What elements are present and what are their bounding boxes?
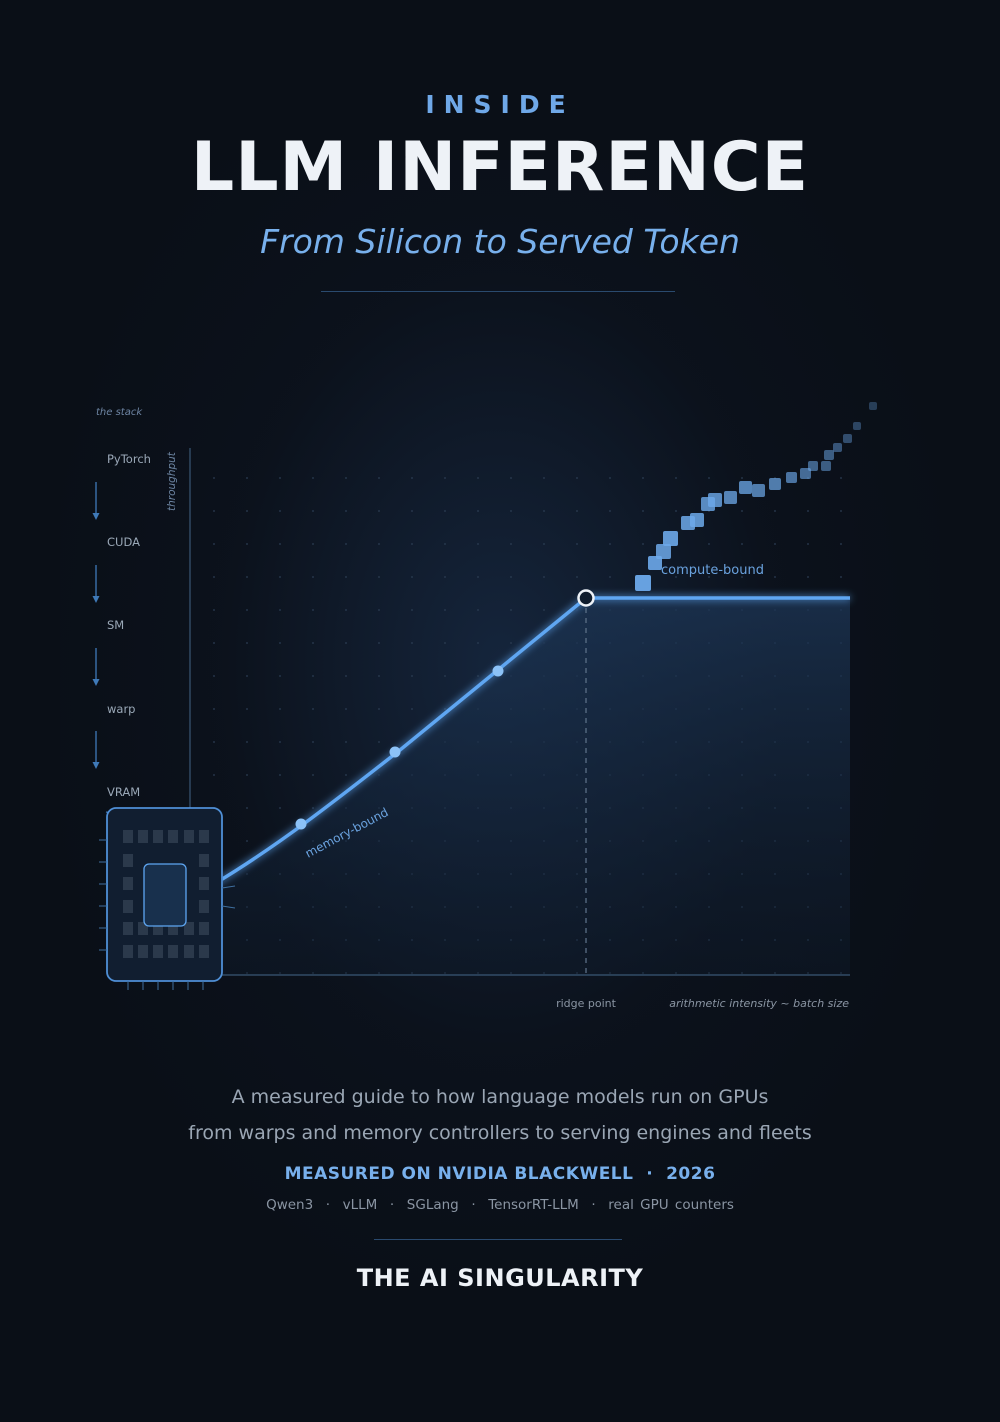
footer-divider: [374, 1239, 622, 1240]
memory-point: [295, 818, 307, 830]
stack-layer: SM: [107, 618, 124, 632]
title-divider: [321, 291, 675, 292]
stack-arrows: [92, 482, 151, 823]
x-axis-label: arithmetic intensity ~ batch size: [669, 997, 849, 1010]
tech-tags: Qwen3 · vLLM · SGLang · TensorRT-LLM · r…: [266, 1197, 734, 1213]
ridge-marker: [577, 589, 595, 607]
y-axis-label: throughput: [166, 451, 178, 511]
stack-layer: warp: [107, 702, 135, 716]
cover-subtitle: From Silicon to Served Token: [260, 222, 740, 261]
measured-on-label: MEASURED ON NVIDIA BLACKWELL · 2026: [284, 1164, 716, 1184]
gpu-chip-icon: [99, 807, 236, 990]
roofline-illustration: the stack PyTorch CUDA SM warp VRAM: [92, 402, 877, 1010]
description-line-1: A measured guide to how language models …: [231, 1086, 769, 1108]
ridge-point-label: ridge point: [556, 997, 617, 1010]
cover-kicker: INSIDE: [425, 90, 575, 119]
memory-point: [389, 746, 401, 758]
stack-layer: VRAM: [107, 785, 140, 799]
token-squares: [635, 402, 877, 591]
compute-bound-label: compute-bound: [661, 563, 764, 578]
stack-heading: the stack: [96, 407, 143, 418]
description-line-2: from warps and memory controllers to ser…: [188, 1122, 812, 1144]
stack-layer: PyTorch: [107, 452, 151, 466]
stack-layer: CUDA: [107, 535, 140, 549]
publisher-brand: THE AI SINGULARITY: [356, 1264, 644, 1292]
cover-title: LLM INFERENCE: [190, 128, 810, 207]
roofline-area: [186, 598, 850, 975]
memory-point: [492, 665, 504, 677]
